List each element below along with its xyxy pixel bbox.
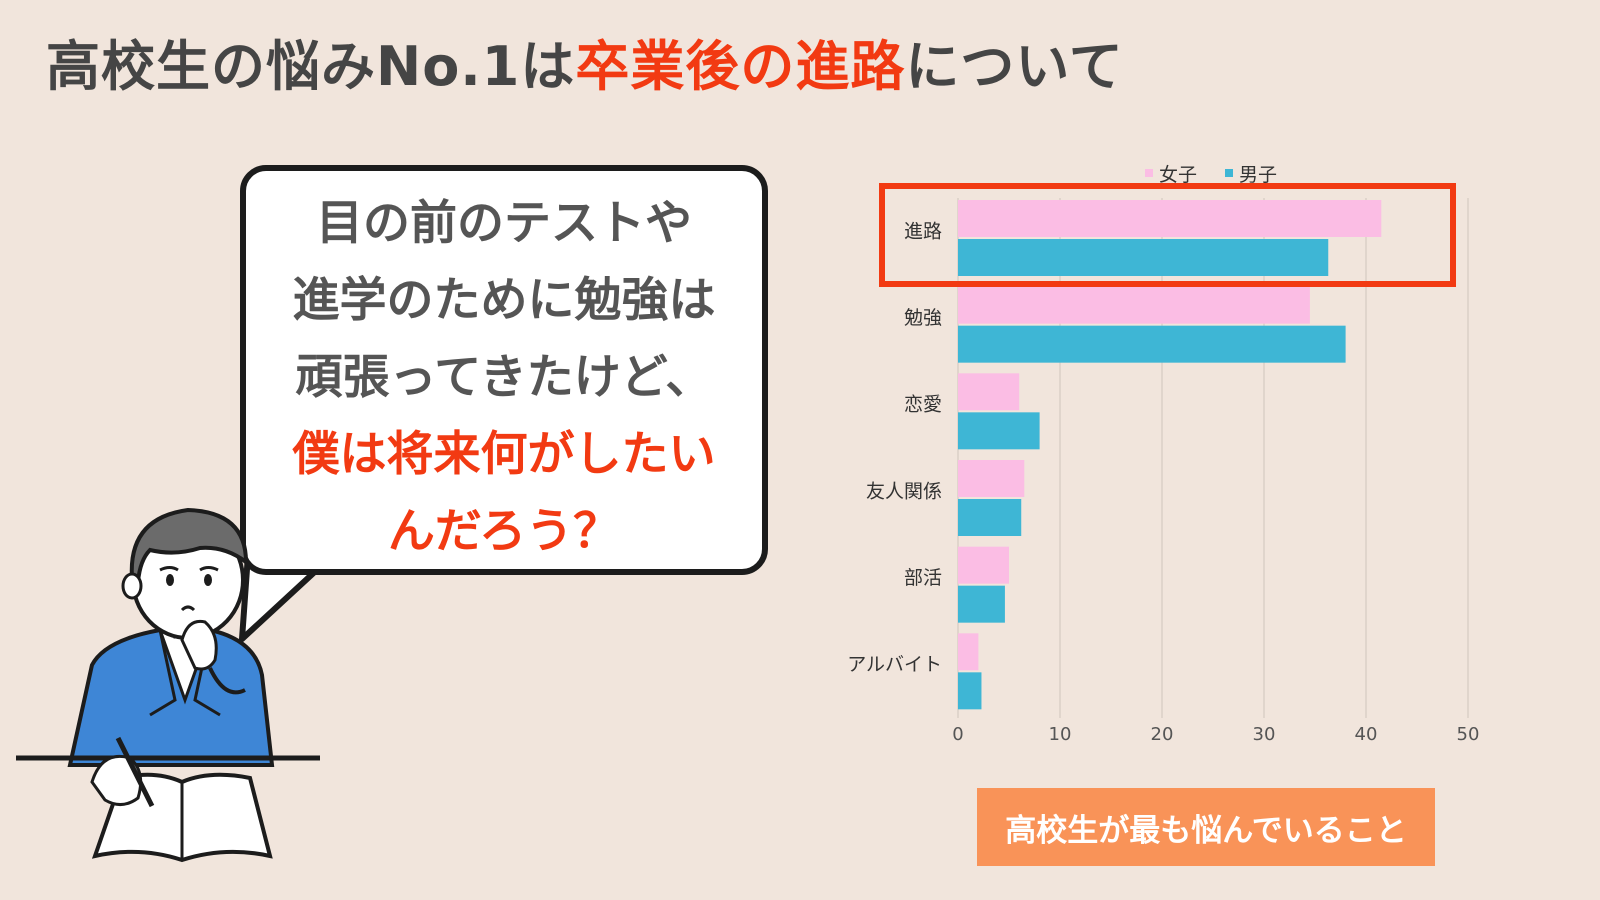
bubble-line-4: 僕は将来何がしたい [292, 427, 716, 482]
legend-label: 女子 [1159, 164, 1197, 186]
student-head [121, 507, 249, 640]
bar-girls [958, 546, 1009, 584]
legend-swatch [1145, 169, 1153, 177]
x-tick-label: 40 [1355, 724, 1378, 745]
x-tick-labels: 0 10 20 30 40 50 [952, 724, 1479, 745]
title-suffix: について [905, 35, 1124, 98]
student-illustration [16, 507, 320, 863]
category-label: 友人関係 [866, 480, 942, 502]
x-tick-label: 10 [1049, 724, 1072, 745]
bar-boys [958, 585, 1005, 623]
category-label: アルバイト [847, 654, 942, 676]
title-prefix: 高校生の悩みNo.1は [46, 35, 576, 98]
chart-legend: 女子 男子 [1145, 164, 1277, 186]
bar-boys [958, 239, 1329, 276]
bar-girls [958, 200, 1382, 237]
pen-icon [115, 736, 155, 808]
bar-girls [958, 373, 1020, 411]
bubble-line-5: んだろう？ [387, 504, 621, 559]
x-tick-label: 30 [1253, 724, 1276, 745]
category-label: 部活 [904, 567, 942, 589]
bubble-line-2: 進学のために勉強は [292, 273, 716, 328]
bar-boys [958, 325, 1346, 363]
bar-girls [958, 633, 979, 671]
bar-girls [958, 460, 1025, 497]
category-label: 恋愛 [904, 394, 942, 416]
category-label: 勉強 [904, 307, 942, 329]
speech-bubble: 目の前のテストや 進学のために勉強は 頑張ってきたけど、 僕は将来何がしたい ん… [240, 165, 768, 575]
x-tick-label: 50 [1457, 724, 1480, 745]
legend-swatch [1225, 169, 1233, 177]
legend-label: 男子 [1239, 164, 1277, 186]
bar-boys [958, 412, 1040, 450]
highlight-frame [879, 183, 1456, 287]
page-title: 高校生の悩みNo.1は卒業後の進路について [46, 22, 1124, 101]
student-hand [180, 619, 218, 671]
title-highlight: 卒業後の進路 [575, 35, 906, 98]
bar-boys [958, 499, 1022, 536]
chart-bars [958, 200, 1382, 710]
bubble-line-1: 目の前のテストや [316, 196, 692, 251]
x-tick-label: 20 [1151, 724, 1174, 745]
bubble-line-3: 頑張ってきたけど、 [295, 350, 713, 405]
bar-girls [958, 286, 1310, 324]
chart-caption-badge: 高校生が最も悩んでいること [977, 788, 1435, 866]
category-label: 進路 [904, 220, 942, 242]
bar-boys [958, 672, 982, 710]
x-tick-label: 0 [952, 724, 963, 745]
